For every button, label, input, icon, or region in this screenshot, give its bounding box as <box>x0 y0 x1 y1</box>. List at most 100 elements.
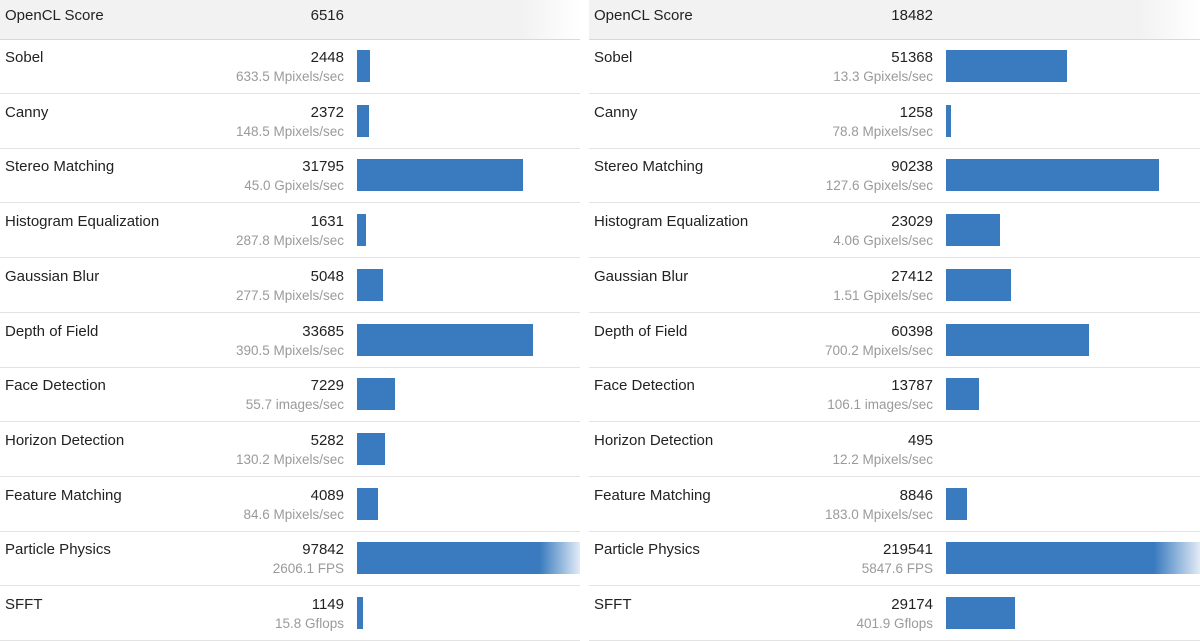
benchmark-name: Feature Matching <box>5 486 122 504</box>
left-benchmark-panel: OpenCL Score 6516 Sobel 2448 633.5 Mpixels… <box>0 0 580 641</box>
benchmark-name: Gaussian Blur <box>594 267 689 285</box>
benchmark-row: SFFT 1149 15.8 Gflops <box>0 587 580 641</box>
benchmark-name: Canny <box>5 103 49 121</box>
benchmark-score: 2372 <box>310 103 344 121</box>
benchmark-name: Face Detection <box>5 377 106 395</box>
right-benchmark-panel: OpenCL Score 18482 Sobel 51368 13.3 Gpixel… <box>589 0 1200 641</box>
benchmark-score: 8846 <box>899 486 933 504</box>
benchmark-name: SFFT <box>5 596 43 613</box>
benchmark-name: Horizon Detection <box>594 431 714 449</box>
header-score: 6516 <box>310 7 344 24</box>
score-bar <box>946 378 979 411</box>
score-bar <box>357 378 395 411</box>
header-label: OpenCL Score <box>5 7 104 24</box>
benchmark-score: 13787 <box>891 377 933 395</box>
benchmark-name: Gaussian Blur <box>5 267 100 285</box>
benchmark-score: 29174 <box>891 596 933 613</box>
benchmark-score: 31795 <box>302 158 344 176</box>
score-bar <box>357 542 580 575</box>
benchmark-throughput: 106.1 images/sec <box>827 397 933 413</box>
benchmark-score: 1258 <box>899 103 933 121</box>
benchmark-score: 1631 <box>310 213 344 231</box>
score-bar <box>946 104 951 137</box>
score-bar <box>357 597 363 629</box>
benchmark-score: 51368 <box>891 49 933 66</box>
benchmark-throughput: 700.2 Mpixels/sec <box>824 342 933 358</box>
benchmark-name: Histogram Equalization <box>594 213 749 231</box>
benchmark-name: Particle Physics <box>594 541 700 559</box>
benchmark-throughput: 401.9 Gflops <box>856 616 933 631</box>
benchmark-name: Particle Physics <box>5 541 111 559</box>
benchmark-score: 219541 <box>882 541 933 559</box>
benchmark-row: Histogram Equalization 23029 4.06 Gpixels/… <box>589 204 1200 259</box>
benchmark-throughput: 15.8 Gflops <box>274 616 344 631</box>
benchmark-throughput: 55.7 images/sec <box>245 397 344 413</box>
benchmark-throughput: 45.0 Gpixels/sec <box>244 178 344 194</box>
benchmark-throughput: 183.0 Mpixels/sec <box>824 506 933 522</box>
benchmark-name: Horizon Detection <box>5 431 125 449</box>
benchmark-throughput: 390.5 Mpixels/sec <box>235 342 344 358</box>
score-bar <box>357 323 533 356</box>
score-bar <box>357 159 524 192</box>
benchmark-score: 2448 <box>310 49 344 66</box>
benchmark-row: Feature Matching 8846 183.0 Mpixels/sec <box>589 478 1200 532</box>
score-header: OpenCL Score 6516 <box>0 0 580 40</box>
benchmark-score: 27412 <box>891 267 933 285</box>
benchmark-row: Depth of Field 33685 390.5 Mpixels/sec <box>0 314 580 368</box>
benchmark-name: Sobel <box>594 49 633 66</box>
benchmark-row: Horizon Detection 5282 130.2 Mpixels/sec <box>0 423 580 477</box>
benchmark-name: Stereo Matching <box>594 158 704 176</box>
panel-divider <box>580 0 589 640</box>
benchmark-name: Sobel <box>5 49 44 66</box>
benchmark-name: Canny <box>594 103 638 121</box>
benchmark-row: Particle Physics 219541 5847.6 FPS <box>589 532 1200 587</box>
benchmark-throughput: 287.8 Mpixels/sec <box>235 233 344 249</box>
benchmark-name: Stereo Matching <box>5 158 115 176</box>
benchmark-row: Horizon Detection 495 12.2 Mpixels/sec <box>589 423 1200 477</box>
score-bar <box>946 214 1001 247</box>
score-bar <box>357 214 366 247</box>
benchmark-throughput: 277.5 Mpixels/sec <box>235 287 344 303</box>
score-bar <box>946 268 1011 301</box>
score-bar <box>946 159 1159 192</box>
benchmark-score: 23029 <box>891 213 933 231</box>
benchmark-name: Histogram Equalization <box>5 213 160 231</box>
benchmark-name: Feature Matching <box>594 486 711 504</box>
benchmark-throughput: 633.5 Mpixels/sec <box>235 69 344 84</box>
score-bar <box>946 542 1200 575</box>
benchmark-row: Gaussian Blur 27412 1.51 Gpixels/sec <box>589 259 1200 313</box>
benchmark-score: 1149 <box>311 596 344 613</box>
benchmark-name: Depth of Field <box>5 322 99 340</box>
benchmark-throughput: 5847.6 FPS <box>861 561 933 577</box>
benchmark-throughput: 130.2 Mpixels/sec <box>235 451 344 467</box>
benchmark-score: 97842 <box>302 541 344 559</box>
score-bar <box>357 268 384 301</box>
benchmark-name: Face Detection <box>594 377 695 395</box>
benchmark-row: Sobel 2448 633.5 Mpixels/sec <box>0 40 580 94</box>
benchmark-row: Particle Physics 97842 2606.1 FPS <box>0 532 580 587</box>
benchmark-row: Face Detection 7229 55.7 images/sec <box>0 368 580 423</box>
benchmark-throughput: 84.6 Mpixels/sec <box>243 506 344 522</box>
benchmark-score: 5282 <box>310 431 344 449</box>
score-bar <box>357 104 370 137</box>
score-bar <box>357 432 385 465</box>
benchmark-score: 7229 <box>310 377 344 395</box>
benchmark-row: Canny 1258 78.8 Mpixels/sec <box>589 95 1200 149</box>
benchmark-score: 90238 <box>891 158 933 176</box>
score-bar <box>946 487 967 520</box>
benchmark-row: Stereo Matching 31795 45.0 Gpixels/sec <box>0 149 580 204</box>
benchmark-row: Feature Matching 4089 84.6 Mpixels/sec <box>0 478 580 532</box>
benchmark-score: 5048 <box>310 267 344 285</box>
header-label: OpenCL Score <box>594 7 693 24</box>
benchmark-score: 60398 <box>891 322 933 340</box>
benchmark-throughput: 4.06 Gpixels/sec <box>833 233 933 249</box>
score-bar <box>357 50 370 82</box>
benchmark-throughput: 78.8 Mpixels/sec <box>832 123 933 139</box>
benchmark-row: Histogram Equalization 1631 287.8 Mpixels/… <box>0 204 580 259</box>
benchmark-score: 33685 <box>302 322 344 340</box>
score-bar <box>946 323 1089 356</box>
benchmark-throughput: 127.6 Gpixels/sec <box>825 178 933 194</box>
benchmark-score: 495 <box>907 431 933 449</box>
benchmark-throughput: 1.51 Gpixels/sec <box>833 287 933 303</box>
benchmark-row: Sobel 51368 13.3 Gpixels/sec <box>589 40 1200 94</box>
